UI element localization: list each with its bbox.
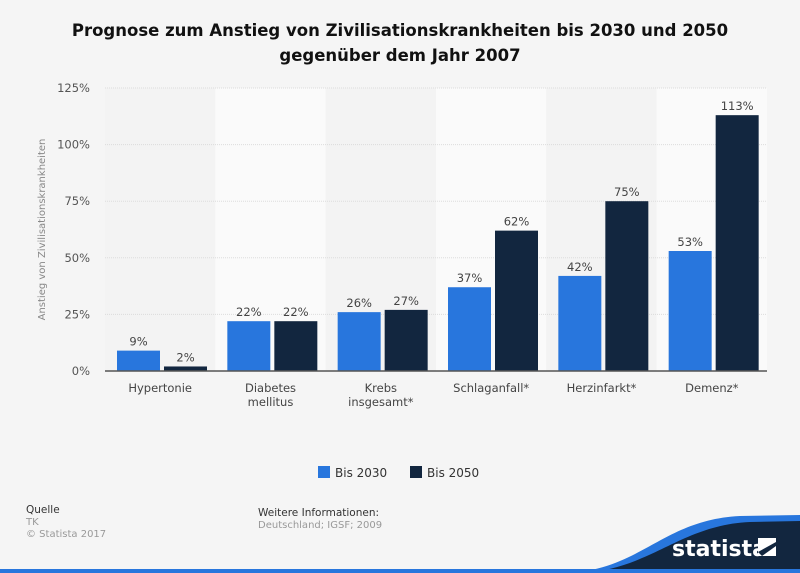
source-heading: Quelle: [26, 504, 60, 516]
data-label: 75%: [614, 185, 640, 199]
bar-2050: [164, 366, 207, 371]
x-tick-label: mellitus: [248, 395, 294, 409]
data-label: 9%: [129, 335, 147, 349]
bar-2030: [227, 321, 271, 371]
bar-2050: [384, 309, 428, 371]
copyright: © Statista 2017: [26, 529, 107, 540]
bar-2050: [495, 230, 538, 371]
x-tick-label: Herzinfarkt*: [567, 381, 637, 395]
legend-swatch: [410, 466, 422, 478]
y-tick-label: 125%: [57, 81, 90, 95]
data-label: 62%: [504, 215, 530, 229]
bar-2050: [715, 115, 759, 371]
data-label: 26%: [346, 296, 372, 310]
data-label: 22%: [283, 305, 309, 319]
legend-swatch: [318, 466, 330, 478]
data-label: 2%: [176, 350, 194, 364]
y-tick-label: 50%: [64, 251, 90, 265]
data-label: 22%: [236, 305, 262, 319]
info-heading: Weitere Informationen:: [258, 507, 380, 519]
data-label: 53%: [677, 235, 703, 249]
bar-2030: [558, 275, 602, 371]
title-line-2: gegenüber dem Jahr 2007: [279, 46, 521, 65]
y-tick-label: 0%: [72, 364, 90, 378]
x-tick-label: Hypertonie: [128, 381, 192, 395]
x-tick-label: Demenz*: [685, 381, 739, 395]
source-value: TK: [26, 517, 39, 528]
legend-label: Bis 2050: [427, 466, 479, 480]
legend-label: Bis 2030: [335, 466, 387, 480]
y-tick-label: 25%: [64, 307, 90, 321]
data-label: 37%: [457, 271, 483, 285]
data-label: 27%: [393, 294, 419, 308]
info-value: Deutschland; IGSF; 2009: [258, 520, 383, 531]
y-tick-label: 100%: [57, 138, 90, 152]
data-label: 42%: [567, 260, 593, 274]
chart-title: Prognose zum Anstieg von Zivilisationskr…: [0, 18, 800, 68]
info-block: Weitere Informationen: Deutschland; IGSF…: [258, 507, 382, 531]
title-line-1: Prognose zum Anstieg von Zivilisationskr…: [71, 21, 729, 40]
bar-2030: [668, 251, 712, 371]
bar-2030: [117, 350, 160, 371]
y-axis-label: Anstieg von Zivilisationskrankheiten: [37, 139, 48, 321]
x-tick-label: Krebs: [365, 381, 397, 395]
category-band: [105, 88, 216, 371]
bar-2030: [448, 287, 491, 371]
source-block: Quelle TK © Statista 2017: [26, 504, 106, 540]
x-tick-label: insgesamt*: [348, 395, 414, 409]
bar-2050: [274, 321, 318, 371]
x-tick-label: Schlaganfall*: [453, 381, 529, 395]
bar-2050: [605, 201, 649, 371]
x-tick-label: Diabetes: [245, 381, 296, 395]
bar-2030: [337, 312, 381, 371]
data-label: 113%: [721, 99, 754, 113]
y-tick-label: 75%: [64, 194, 90, 208]
